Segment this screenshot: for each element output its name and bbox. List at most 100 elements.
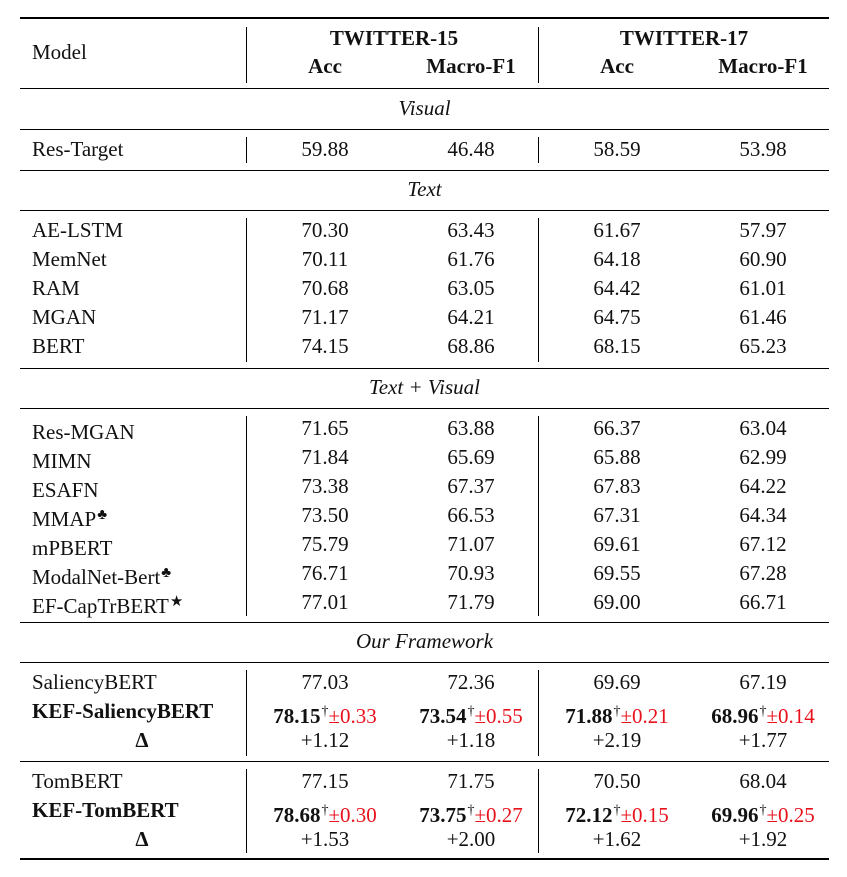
cell: +2.00 (446, 827, 496, 851)
delta-label: Δ (135, 827, 149, 851)
model-name: BERT (32, 334, 85, 358)
cell: 73.50 (301, 503, 349, 527)
table-row: MMAP♣ 73.50 66.53 67.31 64.34 (20, 501, 829, 531)
table-row: ModalNet-Bert♣ 76.71 70.93 69.55 67.28 (20, 559, 829, 589)
table-row: MemNet 70.11 61.76 64.18 60.90 (20, 245, 829, 274)
top-rule (20, 17, 829, 19)
column-separator (538, 27, 539, 83)
cell: 68.15 (593, 334, 641, 358)
cell: 61.01 (739, 276, 787, 300)
cell: 66.53 (447, 503, 495, 527)
cell: +1.53 (300, 827, 350, 851)
column-separator (246, 137, 247, 163)
cell: 77.03 (301, 670, 349, 694)
cell: 60.90 (739, 247, 787, 271)
rule (20, 662, 829, 663)
table-row: MIMN 71.84 65.69 65.88 62.99 (20, 443, 829, 473)
acc-header: Acc (600, 54, 634, 78)
rule (20, 368, 829, 369)
model-name: SaliencyBERT (32, 670, 157, 694)
cell: 70.93 (447, 561, 495, 585)
cell: 72.12†±0.15 (565, 803, 669, 827)
cell: +2.19 (592, 728, 642, 752)
table-row: Δ +1.53 +2.00 +1.62 +1.92 (20, 825, 829, 854)
club-icon: ♣ (97, 507, 108, 523)
f1-header: Macro-F1 (426, 54, 516, 78)
cell: 71.17 (301, 305, 349, 329)
cell: 63.43 (447, 218, 495, 242)
cell: 61.46 (739, 305, 787, 329)
cell: 65.23 (739, 334, 787, 358)
cell: +1.62 (592, 827, 642, 851)
cell: 68.04 (739, 769, 787, 793)
cell: 66.71 (739, 590, 787, 614)
table-row: Res-Target 59.88 46.48 58.59 53.98 (20, 135, 829, 164)
cell: 64.75 (593, 305, 641, 329)
table-row: Res-MGAN 71.65 63.88 66.37 63.04 (20, 414, 829, 444)
cell: 65.69 (447, 445, 495, 469)
model-name: MemNet (32, 247, 107, 271)
cell: 66.37 (593, 416, 641, 440)
column-separator (538, 670, 539, 756)
table-row: KEF-TomBERT 78.68†±0.30 73.75†±0.27 72.1… (20, 796, 829, 827)
cell: 64.42 (593, 276, 641, 300)
cell: +1.12 (300, 728, 350, 752)
model-name: MMAP♣ (32, 507, 108, 531)
column-separator (538, 769, 539, 853)
cell: 71.79 (447, 590, 495, 614)
model-name: KEF-TomBERT (32, 798, 179, 822)
model-name: MGAN (32, 305, 97, 329)
model-name: ModalNet-Bert♣ (32, 565, 172, 589)
cell: 71.65 (301, 416, 349, 440)
delta-label: Δ (135, 728, 149, 752)
club-icon: ♣ (161, 565, 172, 581)
model-name: MIMN (32, 449, 92, 473)
model-name: mPBERT (32, 536, 113, 560)
table-row: RAM 70.68 63.05 64.42 61.01 (20, 274, 829, 303)
cell: 78.15†±0.33 (273, 704, 377, 728)
cell: 71.88†±0.21 (565, 704, 669, 728)
cell: 69.61 (593, 532, 641, 556)
cell: 72.36 (447, 670, 495, 694)
cell: 71.75 (447, 769, 495, 793)
table-row: MGAN 71.17 64.21 64.75 61.46 (20, 303, 829, 332)
table-row: Δ +1.12 +1.18 +2.19 +1.77 (20, 726, 829, 755)
section-title-our-framework: Our Framework (355, 629, 494, 653)
cell: 67.37 (447, 474, 495, 498)
cell: 69.00 (593, 590, 641, 614)
table-row: AE-LSTM 70.30 63.43 61.67 57.97 (20, 216, 829, 245)
acc-header: Acc (308, 54, 342, 78)
cell: 65.88 (593, 445, 641, 469)
model-header: Model (32, 40, 87, 64)
model-name: EF-CapTrBERT★ (32, 594, 184, 618)
cell: 68.86 (447, 334, 495, 358)
cell: 70.50 (593, 769, 641, 793)
column-separator (246, 416, 247, 616)
cell: 68.96†±0.14 (711, 704, 815, 728)
cell: 69.55 (593, 561, 641, 585)
cell: +1.92 (738, 827, 788, 851)
column-separator (246, 27, 247, 83)
bottom-rule (20, 858, 829, 860)
rule (20, 129, 829, 130)
section-title-text: Text (407, 177, 442, 201)
cell: 75.79 (301, 532, 349, 556)
model-name: AE-LSTM (32, 218, 123, 242)
cell: 63.04 (739, 416, 787, 440)
table-row: ESAFN 73.38 67.37 67.83 64.22 (20, 472, 829, 502)
rule (20, 408, 829, 409)
model-name: ESAFN (32, 478, 99, 502)
table-row: SaliencyBERT 77.03 72.36 69.69 67.19 (20, 668, 829, 697)
cell: 58.59 (593, 137, 641, 161)
cell: 67.83 (593, 474, 641, 498)
cell: 69.96†±0.25 (711, 803, 815, 827)
rule (20, 170, 829, 171)
cell: 53.98 (739, 137, 787, 161)
cell: 59.88 (301, 137, 349, 161)
model-name: RAM (32, 276, 80, 300)
cell: 73.75†±0.27 (419, 803, 523, 827)
column-separator (538, 218, 539, 362)
cell: 69.69 (593, 670, 641, 694)
section-title-visual: Visual (398, 96, 451, 120)
cell: 63.88 (447, 416, 495, 440)
